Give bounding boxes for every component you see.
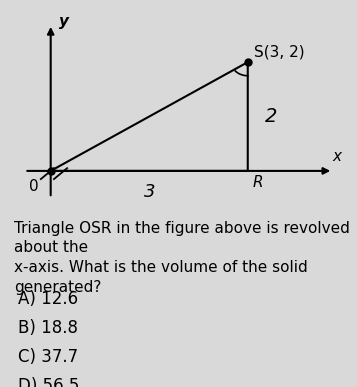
Text: B) 18.8: B) 18.8	[18, 319, 78, 337]
Text: 2: 2	[265, 107, 277, 126]
Text: x: x	[332, 149, 341, 164]
Text: S(3, 2): S(3, 2)	[254, 45, 305, 60]
Text: 3: 3	[144, 183, 155, 200]
Text: D) 56.5: D) 56.5	[18, 377, 79, 387]
Text: Triangle OSR in the figure above is revolved about the
x-axis. What is the volum: Triangle OSR in the figure above is revo…	[14, 221, 350, 295]
Text: R: R	[253, 175, 263, 190]
Text: C) 37.7: C) 37.7	[18, 348, 78, 366]
Text: 0: 0	[29, 179, 39, 194]
Text: A) 12.6: A) 12.6	[18, 290, 78, 308]
Text: y: y	[59, 14, 69, 29]
